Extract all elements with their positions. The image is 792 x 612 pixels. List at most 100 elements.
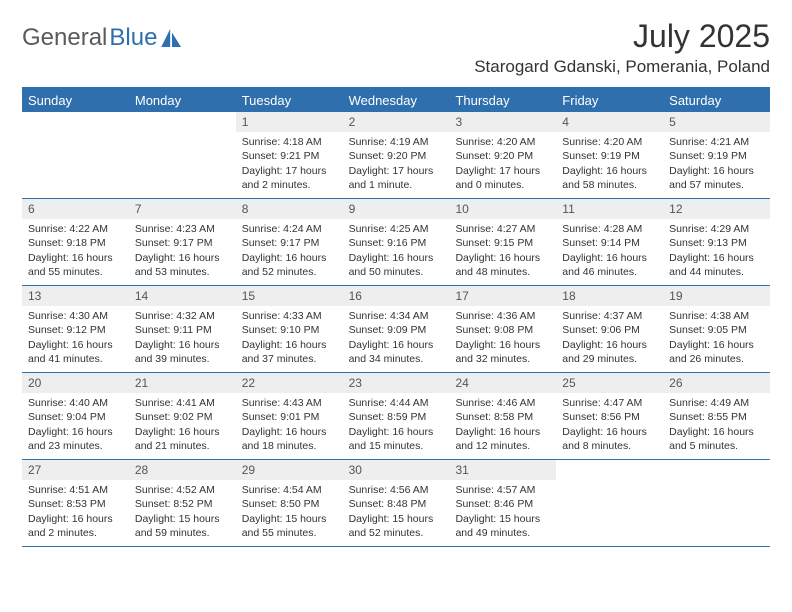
day-number: 25 xyxy=(556,373,663,393)
sunrise-line: Sunrise: 4:23 AM xyxy=(135,222,230,236)
daylight-line: Daylight: 17 hours and 1 minute. xyxy=(349,164,444,192)
sunrise-line: Sunrise: 4:36 AM xyxy=(455,309,550,323)
daylight-line: Daylight: 16 hours and 55 minutes. xyxy=(28,251,123,279)
day-cell: 26Sunrise: 4:49 AMSunset: 8:55 PMDayligh… xyxy=(663,373,770,459)
day-number: 18 xyxy=(556,286,663,306)
logo: GeneralBlue xyxy=(22,18,183,52)
day-number: 6 xyxy=(22,199,129,219)
day-cell: 1Sunrise: 4:18 AMSunset: 9:21 PMDaylight… xyxy=(236,112,343,198)
day-number: 16 xyxy=(343,286,450,306)
day-body: Sunrise: 4:56 AMSunset: 8:48 PMDaylight:… xyxy=(343,480,450,546)
sunset-line: Sunset: 9:13 PM xyxy=(669,236,764,250)
day-number: 1 xyxy=(236,112,343,132)
sunset-line: Sunset: 9:20 PM xyxy=(349,149,444,163)
week-row: 6Sunrise: 4:22 AMSunset: 9:18 PMDaylight… xyxy=(22,199,770,286)
dow-label: Thursday xyxy=(449,89,556,112)
month-title: July 2025 xyxy=(474,18,770,55)
sunset-line: Sunset: 9:16 PM xyxy=(349,236,444,250)
sunrise-line: Sunrise: 4:32 AM xyxy=(135,309,230,323)
day-cell: 19Sunrise: 4:38 AMSunset: 9:05 PMDayligh… xyxy=(663,286,770,372)
day-cell: 25Sunrise: 4:47 AMSunset: 8:56 PMDayligh… xyxy=(556,373,663,459)
day-cell: 11Sunrise: 4:28 AMSunset: 9:14 PMDayligh… xyxy=(556,199,663,285)
sunset-line: Sunset: 9:10 PM xyxy=(242,323,337,337)
daylight-line: Daylight: 16 hours and 8 minutes. xyxy=(562,425,657,453)
day-number: 10 xyxy=(449,199,556,219)
daylight-line: Daylight: 16 hours and 29 minutes. xyxy=(562,338,657,366)
title-block: July 2025 Starogard Gdanski, Pomerania, … xyxy=(474,18,770,77)
weeks-container: ..1Sunrise: 4:18 AMSunset: 9:21 PMDaylig… xyxy=(22,112,770,547)
sunset-line: Sunset: 8:52 PM xyxy=(135,497,230,511)
day-body: Sunrise: 4:23 AMSunset: 9:17 PMDaylight:… xyxy=(129,219,236,285)
day-number: 8 xyxy=(236,199,343,219)
sunrise-line: Sunrise: 4:28 AM xyxy=(562,222,657,236)
day-body: Sunrise: 4:46 AMSunset: 8:58 PMDaylight:… xyxy=(449,393,556,459)
sunrise-line: Sunrise: 4:51 AM xyxy=(28,483,123,497)
day-cell: 6Sunrise: 4:22 AMSunset: 9:18 PMDaylight… xyxy=(22,199,129,285)
day-cell: 17Sunrise: 4:36 AMSunset: 9:08 PMDayligh… xyxy=(449,286,556,372)
day-number: 13 xyxy=(22,286,129,306)
day-body: Sunrise: 4:32 AMSunset: 9:11 PMDaylight:… xyxy=(129,306,236,372)
day-body: Sunrise: 4:47 AMSunset: 8:56 PMDaylight:… xyxy=(556,393,663,459)
daylight-line: Daylight: 16 hours and 26 minutes. xyxy=(669,338,764,366)
week-row: 13Sunrise: 4:30 AMSunset: 9:12 PMDayligh… xyxy=(22,286,770,373)
dow-row: SundayMondayTuesdayWednesdayThursdayFrid… xyxy=(22,89,770,112)
sunset-line: Sunset: 8:50 PM xyxy=(242,497,337,511)
header: GeneralBlue July 2025 Starogard Gdanski,… xyxy=(22,18,770,77)
day-body: Sunrise: 4:43 AMSunset: 9:01 PMDaylight:… xyxy=(236,393,343,459)
sunset-line: Sunset: 8:46 PM xyxy=(455,497,550,511)
day-number: 4 xyxy=(556,112,663,132)
sunrise-line: Sunrise: 4:47 AM xyxy=(562,396,657,410)
day-number: 29 xyxy=(236,460,343,480)
day-body: Sunrise: 4:49 AMSunset: 8:55 PMDaylight:… xyxy=(663,393,770,459)
sunset-line: Sunset: 9:06 PM xyxy=(562,323,657,337)
sunset-line: Sunset: 8:56 PM xyxy=(562,410,657,424)
day-number: 26 xyxy=(663,373,770,393)
day-cell: 3Sunrise: 4:20 AMSunset: 9:20 PMDaylight… xyxy=(449,112,556,198)
day-cell: 21Sunrise: 4:41 AMSunset: 9:02 PMDayligh… xyxy=(129,373,236,459)
sunrise-line: Sunrise: 4:44 AM xyxy=(349,396,444,410)
daylight-line: Daylight: 17 hours and 2 minutes. xyxy=(242,164,337,192)
day-cell: 12Sunrise: 4:29 AMSunset: 9:13 PMDayligh… xyxy=(663,199,770,285)
week-row: 27Sunrise: 4:51 AMSunset: 8:53 PMDayligh… xyxy=(22,460,770,547)
sunrise-line: Sunrise: 4:52 AM xyxy=(135,483,230,497)
sunset-line: Sunset: 9:09 PM xyxy=(349,323,444,337)
day-cell: 16Sunrise: 4:34 AMSunset: 9:09 PMDayligh… xyxy=(343,286,450,372)
day-number: 24 xyxy=(449,373,556,393)
sunset-line: Sunset: 9:17 PM xyxy=(242,236,337,250)
day-cell: 24Sunrise: 4:46 AMSunset: 8:58 PMDayligh… xyxy=(449,373,556,459)
day-number: 2 xyxy=(343,112,450,132)
day-cell: . xyxy=(129,112,236,198)
sunrise-line: Sunrise: 4:25 AM xyxy=(349,222,444,236)
day-number: 3 xyxy=(449,112,556,132)
sunrise-line: Sunrise: 4:46 AM xyxy=(455,396,550,410)
day-number: 7 xyxy=(129,199,236,219)
day-cell: 31Sunrise: 4:57 AMSunset: 8:46 PMDayligh… xyxy=(449,460,556,546)
dow-label: Sunday xyxy=(22,89,129,112)
day-cell: 27Sunrise: 4:51 AMSunset: 8:53 PMDayligh… xyxy=(22,460,129,546)
day-body: Sunrise: 4:21 AMSunset: 9:19 PMDaylight:… xyxy=(663,132,770,198)
daylight-line: Daylight: 16 hours and 46 minutes. xyxy=(562,251,657,279)
day-number: 5 xyxy=(663,112,770,132)
day-cell: 2 Sunrise: 4:19 AMSunset: 9:20 PMDaylight… xyxy=(343,112,450,198)
sunset-line: Sunset: 9:02 PM xyxy=(135,410,230,424)
sunrise-line: Sunrise: 4:19 AM xyxy=(349,135,444,149)
daylight-line: Daylight: 16 hours and 5 minutes. xyxy=(669,425,764,453)
sunset-line: Sunset: 8:59 PM xyxy=(349,410,444,424)
day-body: Sunrise: 4:29 AMSunset: 9:13 PMDaylight:… xyxy=(663,219,770,285)
day-number: 12 xyxy=(663,199,770,219)
sunrise-line: Sunrise: 4:20 AM xyxy=(455,135,550,149)
sunrise-line: Sunrise: 4:40 AM xyxy=(28,396,123,410)
day-body: Sunrise: 4:36 AMSunset: 9:08 PMDaylight:… xyxy=(449,306,556,372)
dow-label: Saturday xyxy=(663,89,770,112)
daylight-line: Daylight: 15 hours and 52 minutes. xyxy=(349,512,444,540)
sunrise-line: Sunrise: 4:22 AM xyxy=(28,222,123,236)
week-row: ..1Sunrise: 4:18 AMSunset: 9:21 PMDaylig… xyxy=(22,112,770,199)
daylight-line: Daylight: 16 hours and 23 minutes. xyxy=(28,425,123,453)
day-number: 17 xyxy=(449,286,556,306)
sunrise-line: Sunrise: 4:37 AM xyxy=(562,309,657,323)
day-body: Sunrise: 4:22 AMSunset: 9:18 PMDaylight:… xyxy=(22,219,129,285)
sunrise-line: Sunrise: 4:21 AM xyxy=(669,135,764,149)
day-body: Sunrise: 4:40 AMSunset: 9:04 PMDaylight:… xyxy=(22,393,129,459)
sunset-line: Sunset: 9:19 PM xyxy=(562,149,657,163)
sunrise-line: Sunrise: 4:29 AM xyxy=(669,222,764,236)
